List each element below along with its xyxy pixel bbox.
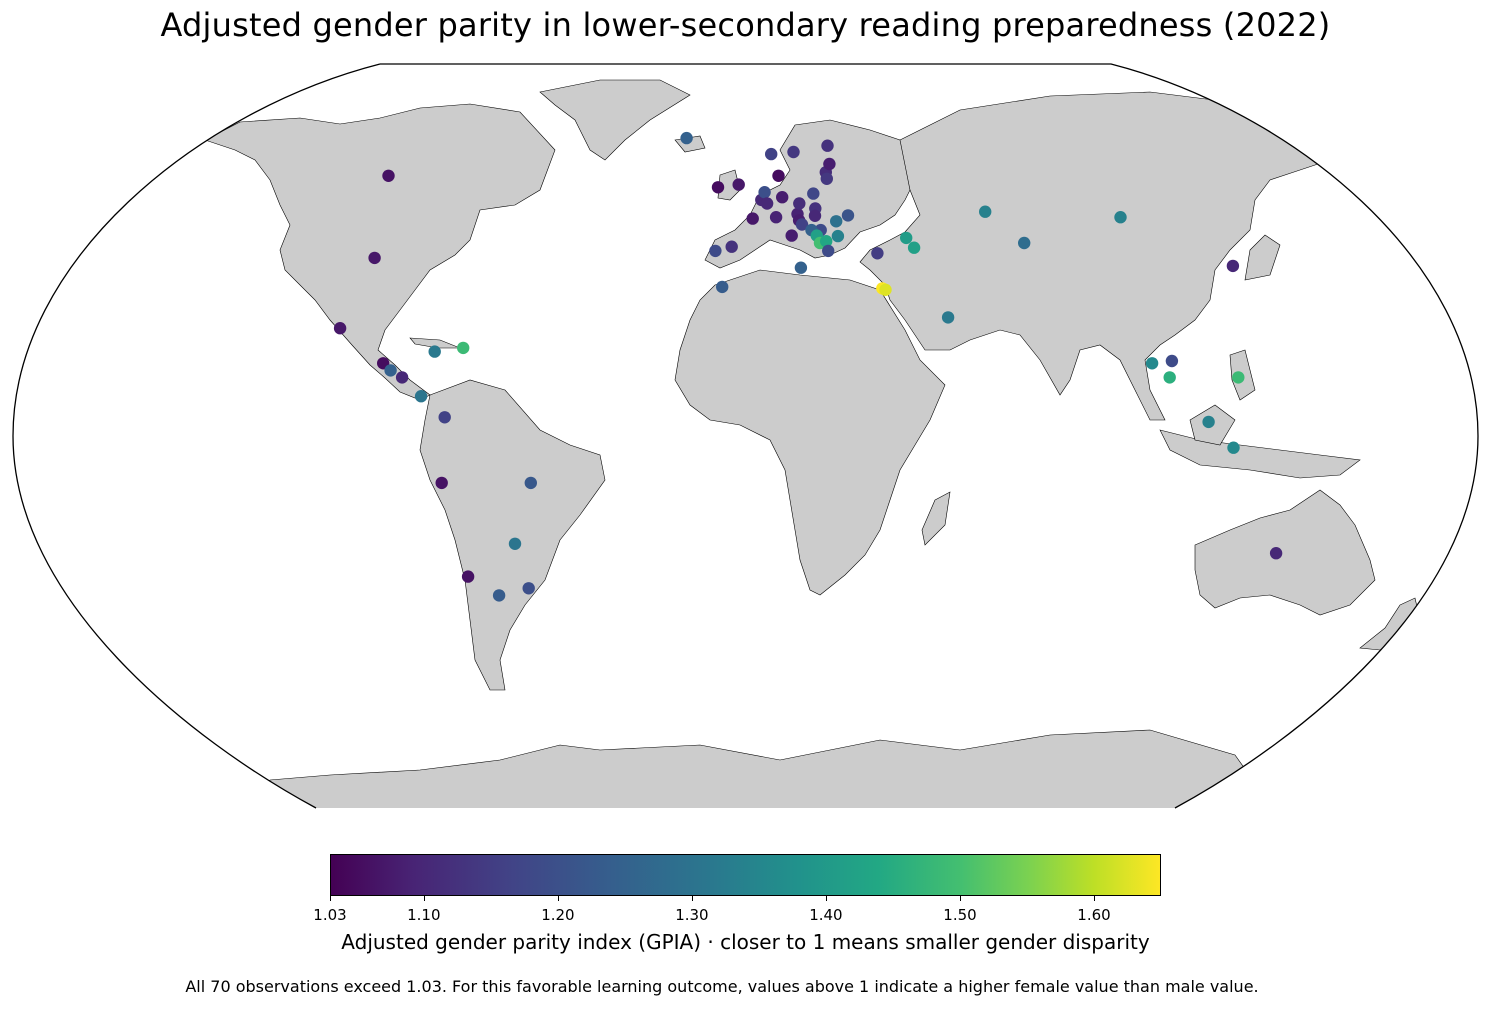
observation-point	[830, 215, 843, 228]
observation-point	[438, 411, 451, 424]
observation-point	[907, 241, 921, 254]
colorbar-tick-label: 1.60	[1077, 906, 1111, 924]
observation-point	[461, 570, 475, 583]
observation-point	[1227, 441, 1240, 454]
observation-point	[1232, 371, 1245, 384]
observation-point	[776, 191, 789, 204]
landmass-greenland	[539, 79, 691, 161]
observation-point	[524, 476, 537, 490]
observation-point	[382, 169, 395, 182]
observation-point	[709, 244, 722, 258]
landmass-new-zealand	[1359, 597, 1421, 651]
observation-point	[414, 390, 428, 403]
observation-point	[508, 537, 522, 550]
observation-point	[395, 371, 409, 384]
observation-point	[765, 147, 778, 161]
landmass-antarctica	[249, 729, 1271, 808]
observation-point	[794, 261, 808, 274]
colorbar-tick-label: 1.50	[943, 906, 977, 924]
observation-point	[769, 211, 783, 224]
observation-point	[680, 131, 693, 145]
observation-point	[435, 476, 448, 490]
colorbar-tick	[423, 896, 425, 901]
observation-point	[725, 240, 738, 253]
colorbar-tick-label: 1.30	[675, 906, 709, 924]
landmass-indonesia	[1159, 429, 1361, 479]
observation-point	[746, 212, 759, 225]
observation-point	[820, 235, 833, 248]
observation-point	[384, 364, 397, 377]
colorbar-tick-label: 1.20	[541, 906, 575, 924]
observation-point	[1226, 259, 1240, 273]
observation-point	[785, 229, 798, 242]
observation-point	[831, 229, 845, 243]
map-outline	[12, 63, 1479, 809]
observation-point	[1017, 236, 1031, 250]
observation-point	[1165, 354, 1179, 368]
observation-point	[787, 145, 800, 159]
colorbar-tick	[557, 896, 559, 901]
landmass-madagascar	[921, 491, 951, 546]
observation-points	[333, 131, 1283, 602]
observation-point	[795, 218, 809, 231]
colorbar-tick	[330, 896, 331, 901]
landmass-britain	[717, 169, 741, 201]
observation-point	[822, 244, 835, 258]
observation-point	[941, 311, 955, 324]
observation-point	[457, 341, 470, 355]
colorbar-tick	[1094, 896, 1095, 901]
observation-point	[808, 209, 822, 222]
chart-title: Adjusted gender parity in lower-secondar…	[160, 6, 1331, 44]
observation-point	[772, 169, 785, 182]
landmass-asia	[859, 91, 1331, 421]
observation-point	[333, 322, 347, 335]
observation-point	[368, 251, 381, 265]
observation-point	[711, 181, 725, 194]
landmass-australia	[1194, 489, 1376, 616]
observation-point	[821, 139, 834, 152]
observation-point	[793, 197, 806, 210]
colorbar-tick-label: 1.03	[313, 906, 347, 924]
footnote: All 70 observations exceed 1.03. For thi…	[185, 977, 1259, 996]
observation-point	[1269, 547, 1283, 560]
landmass-africa	[674, 269, 946, 596]
observation-point	[732, 178, 745, 191]
observation-point	[492, 589, 506, 602]
observation-point	[1163, 371, 1176, 384]
colorbar-tick-label: 1.40	[809, 906, 843, 924]
colorbar-tick-label: 1.10	[407, 906, 441, 924]
observation-point	[979, 205, 992, 218]
observation-point	[522, 582, 535, 595]
observation-point	[1114, 211, 1127, 224]
observation-point	[1145, 357, 1159, 370]
observation-point	[871, 247, 884, 260]
observation-point	[716, 280, 729, 294]
observation-point	[758, 186, 771, 199]
observation-point	[823, 157, 836, 171]
colorbar-tick	[825, 896, 827, 901]
observation-point	[879, 283, 892, 296]
colorbar-tick	[960, 896, 961, 901]
colorbar	[330, 854, 1161, 896]
observation-point	[841, 209, 855, 222]
landmass-cuba	[409, 337, 461, 349]
observation-point	[1202, 415, 1215, 429]
colorbar-tick	[691, 896, 693, 901]
colorbar-label: Adjusted gender parity index (GPIA) · cl…	[341, 930, 1150, 954]
observation-point	[428, 345, 441, 358]
observation-point	[820, 172, 833, 185]
observation-point	[760, 197, 774, 210]
landmass-north-america	[204, 103, 556, 401]
landmass-japan	[1244, 234, 1281, 281]
observation-point	[900, 231, 913, 245]
observation-point	[807, 187, 820, 200]
landmass-south-america	[419, 379, 606, 691]
